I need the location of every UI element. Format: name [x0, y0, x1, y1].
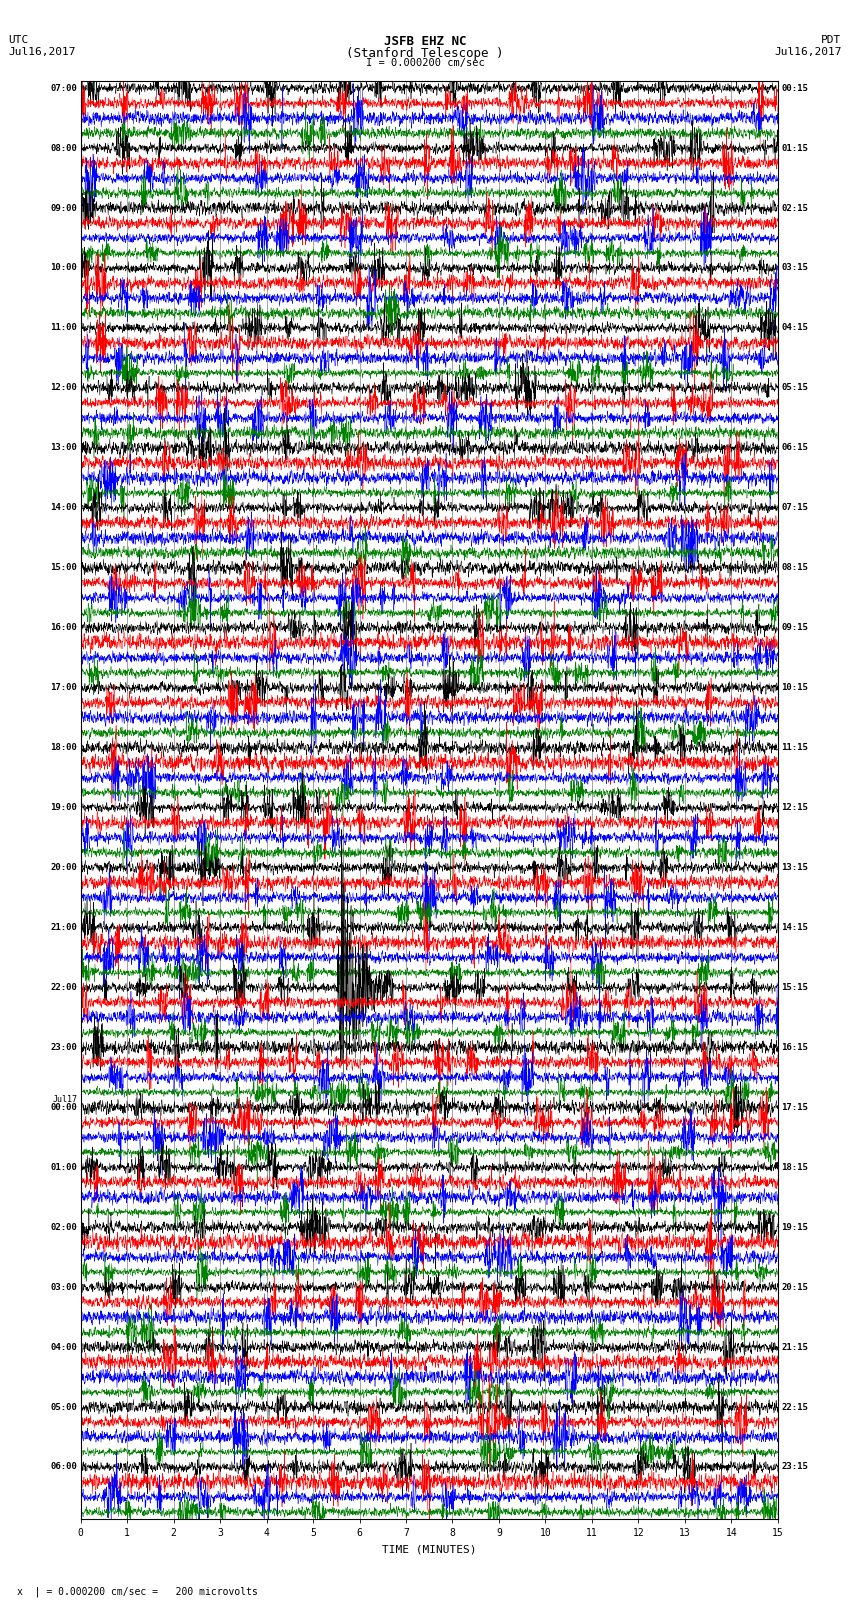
Text: 13:15: 13:15 — [781, 863, 808, 873]
Text: 12:15: 12:15 — [781, 803, 808, 811]
Text: 13:00: 13:00 — [50, 444, 77, 452]
Text: 17:15: 17:15 — [781, 1103, 808, 1111]
Text: 23:15: 23:15 — [781, 1463, 808, 1471]
Text: 21:00: 21:00 — [50, 923, 77, 932]
Text: 16:15: 16:15 — [781, 1044, 808, 1052]
Text: JSFB EHZ NC: JSFB EHZ NC — [383, 35, 467, 48]
Text: 05:00: 05:00 — [50, 1403, 77, 1411]
Text: 04:15: 04:15 — [781, 324, 808, 332]
Text: 15:15: 15:15 — [781, 982, 808, 992]
Text: 10:00: 10:00 — [50, 263, 77, 273]
Text: UTC: UTC — [8, 35, 29, 45]
Text: I = 0.000200 cm/sec: I = 0.000200 cm/sec — [366, 58, 484, 68]
Text: (Stanford Telescope ): (Stanford Telescope ) — [346, 47, 504, 60]
Text: x  | = 0.000200 cm/sec =   200 microvolts: x | = 0.000200 cm/sec = 200 microvolts — [17, 1586, 258, 1597]
Text: 11:15: 11:15 — [781, 744, 808, 752]
Text: 03:00: 03:00 — [50, 1282, 77, 1292]
Text: 18:15: 18:15 — [781, 1163, 808, 1171]
Text: 04:00: 04:00 — [50, 1342, 77, 1352]
Text: 22:15: 22:15 — [781, 1403, 808, 1411]
Text: 23:00: 23:00 — [50, 1044, 77, 1052]
Text: 06:15: 06:15 — [781, 444, 808, 452]
Text: 22:00: 22:00 — [50, 982, 77, 992]
Text: PDT: PDT — [821, 35, 842, 45]
Text: 09:15: 09:15 — [781, 623, 808, 632]
Text: 19:15: 19:15 — [781, 1223, 808, 1232]
Text: 02:15: 02:15 — [781, 203, 808, 213]
Text: Jul16,2017: Jul16,2017 — [774, 47, 842, 56]
Text: 07:15: 07:15 — [781, 503, 808, 513]
Text: 21:15: 21:15 — [781, 1342, 808, 1352]
Text: 03:15: 03:15 — [781, 263, 808, 273]
Text: 20:15: 20:15 — [781, 1282, 808, 1292]
Text: 11:00: 11:00 — [50, 324, 77, 332]
Text: 20:00: 20:00 — [50, 863, 77, 873]
Text: 16:00: 16:00 — [50, 623, 77, 632]
Text: 01:15: 01:15 — [781, 144, 808, 153]
Text: 14:00: 14:00 — [50, 503, 77, 513]
Text: 19:00: 19:00 — [50, 803, 77, 811]
Text: 06:00: 06:00 — [50, 1463, 77, 1471]
Text: 00:15: 00:15 — [781, 84, 808, 92]
Text: 10:15: 10:15 — [781, 684, 808, 692]
Text: 08:00: 08:00 — [50, 144, 77, 153]
Text: 00:00: 00:00 — [50, 1103, 77, 1111]
Text: 14:15: 14:15 — [781, 923, 808, 932]
Text: 18:00: 18:00 — [50, 744, 77, 752]
Text: 17:00: 17:00 — [50, 684, 77, 692]
Text: 02:00: 02:00 — [50, 1223, 77, 1232]
Text: 08:15: 08:15 — [781, 563, 808, 573]
Text: 15:00: 15:00 — [50, 563, 77, 573]
Text: 01:00: 01:00 — [50, 1163, 77, 1171]
Text: 09:00: 09:00 — [50, 203, 77, 213]
Text: Jul17: Jul17 — [52, 1095, 77, 1105]
Text: 07:00: 07:00 — [50, 84, 77, 92]
X-axis label: TIME (MINUTES): TIME (MINUTES) — [382, 1544, 477, 1553]
Text: Jul16,2017: Jul16,2017 — [8, 47, 76, 56]
Text: 12:00: 12:00 — [50, 384, 77, 392]
Text: 05:15: 05:15 — [781, 384, 808, 392]
